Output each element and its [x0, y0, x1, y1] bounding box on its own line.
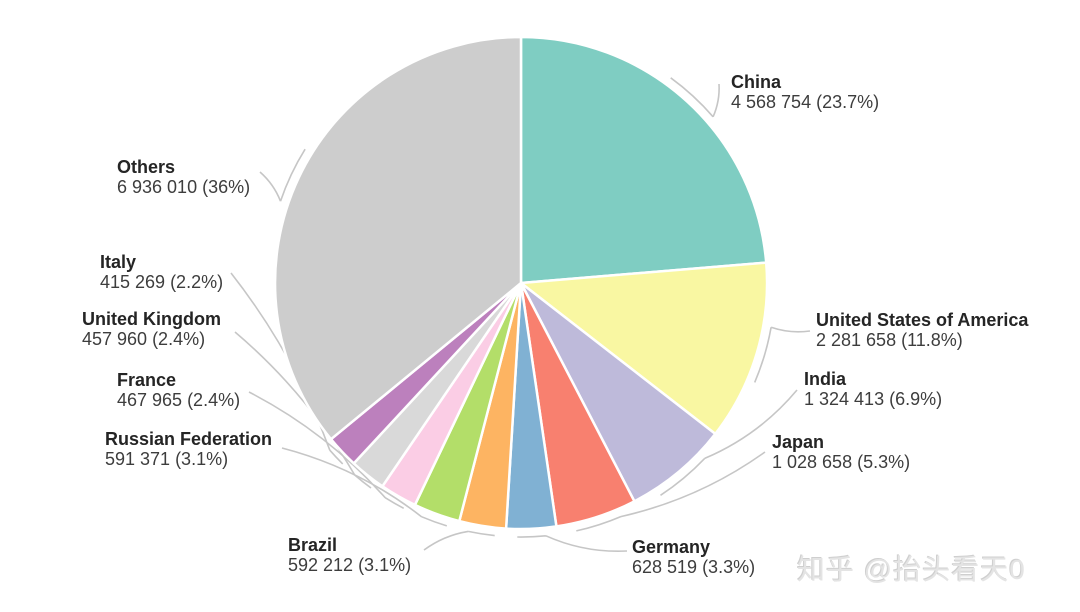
slice-label-united-kingdom-value: 457 960 (2.4%): [82, 329, 206, 349]
slice-label-india: India 1 324 413 (6.9%): [804, 369, 942, 409]
slice-label-india-value: 1 324 413 (6.9%): [804, 389, 943, 409]
pie-slice-others: [273, 35, 523, 441]
slice-label-france-name: France: [117, 370, 177, 390]
slice-label-russian-federation: Russian Federation 591 371 (3.1%): [105, 429, 272, 469]
leader-line-china: [670, 77, 720, 118]
leader-line-japan: [576, 451, 766, 532]
leader-line-united-kingdom: [234, 331, 372, 489]
slice-label-germany: Germany 628 519 (3.3%): [632, 537, 755, 577]
slice-label-united-states-of-america: United States of America 2 281 658 (11.8%…: [816, 310, 1028, 350]
slice-label-italy-value: 415 269 (2.2%): [100, 272, 224, 292]
leader-line-united-states-of-america: [753, 326, 811, 383]
slice-label-united-states-of-america-value: 2 281 658 (11.8%): [816, 330, 963, 350]
pie-slice-china: [519, 35, 768, 285]
slice-label-united-states-of-america-name: United States of America: [816, 310, 1029, 330]
leader-line-germany: [517, 535, 628, 553]
slice-label-japan: Japan 1 028 658 (5.3%): [772, 432, 910, 472]
leader-line-brazil: [423, 530, 495, 551]
watermark: 知乎 @抬头看天0: [797, 554, 1026, 585]
pie-slice-united-states-of-america: [519, 261, 769, 436]
leader-line-others: [259, 148, 306, 202]
slice-label-china-value: 4 568 754 (23.7%): [731, 92, 880, 112]
pie-slice-india: [519, 281, 717, 503]
leader-lines-group: [230, 77, 811, 553]
slice-label-russian-federation-name: Russian Federation: [105, 429, 273, 449]
slice-label-brazil: Brazil 592 212 (3.1%): [288, 535, 411, 575]
slice-label-italy-name: Italy: [100, 252, 137, 272]
leader-line-france: [248, 391, 405, 510]
slice-label-germany-name: Germany: [632, 537, 711, 557]
slice-label-france: France 467 965 (2.4%): [117, 370, 240, 410]
slice-label-italy: Italy 415 269 (2.2%): [100, 252, 223, 292]
slice-label-russian-federation-value: 591 371 (3.1%): [105, 449, 229, 469]
slice-label-china-name: China: [731, 72, 782, 92]
slice-label-india-name: India: [804, 369, 847, 389]
slice-label-germany-value: 628 519 (3.3%): [632, 557, 756, 577]
slice-label-others-value: 6 936 010 (36%): [117, 177, 251, 197]
slice-label-japan-name: Japan: [772, 432, 825, 452]
slice-label-united-kingdom: United Kingdom 457 960 (2.4%): [82, 309, 221, 349]
slice-label-united-kingdom-name: United Kingdom: [82, 309, 221, 329]
slice-label-others-name: Others: [117, 157, 176, 177]
slice-label-brazil-value: 592 212 (3.1%): [288, 555, 412, 575]
slice-label-china: China 4 568 754 (23.7%): [731, 72, 879, 112]
pie-slices-group: [273, 35, 769, 531]
slice-label-brazil-name: Brazil: [288, 535, 338, 555]
slice-label-france-value: 467 965 (2.4%): [117, 390, 241, 410]
slice-label-japan-value: 1 028 658 (5.3%): [772, 452, 911, 472]
slice-label-others: Others 6 936 010 (36%): [117, 157, 250, 197]
leader-line-india: [660, 389, 798, 496]
